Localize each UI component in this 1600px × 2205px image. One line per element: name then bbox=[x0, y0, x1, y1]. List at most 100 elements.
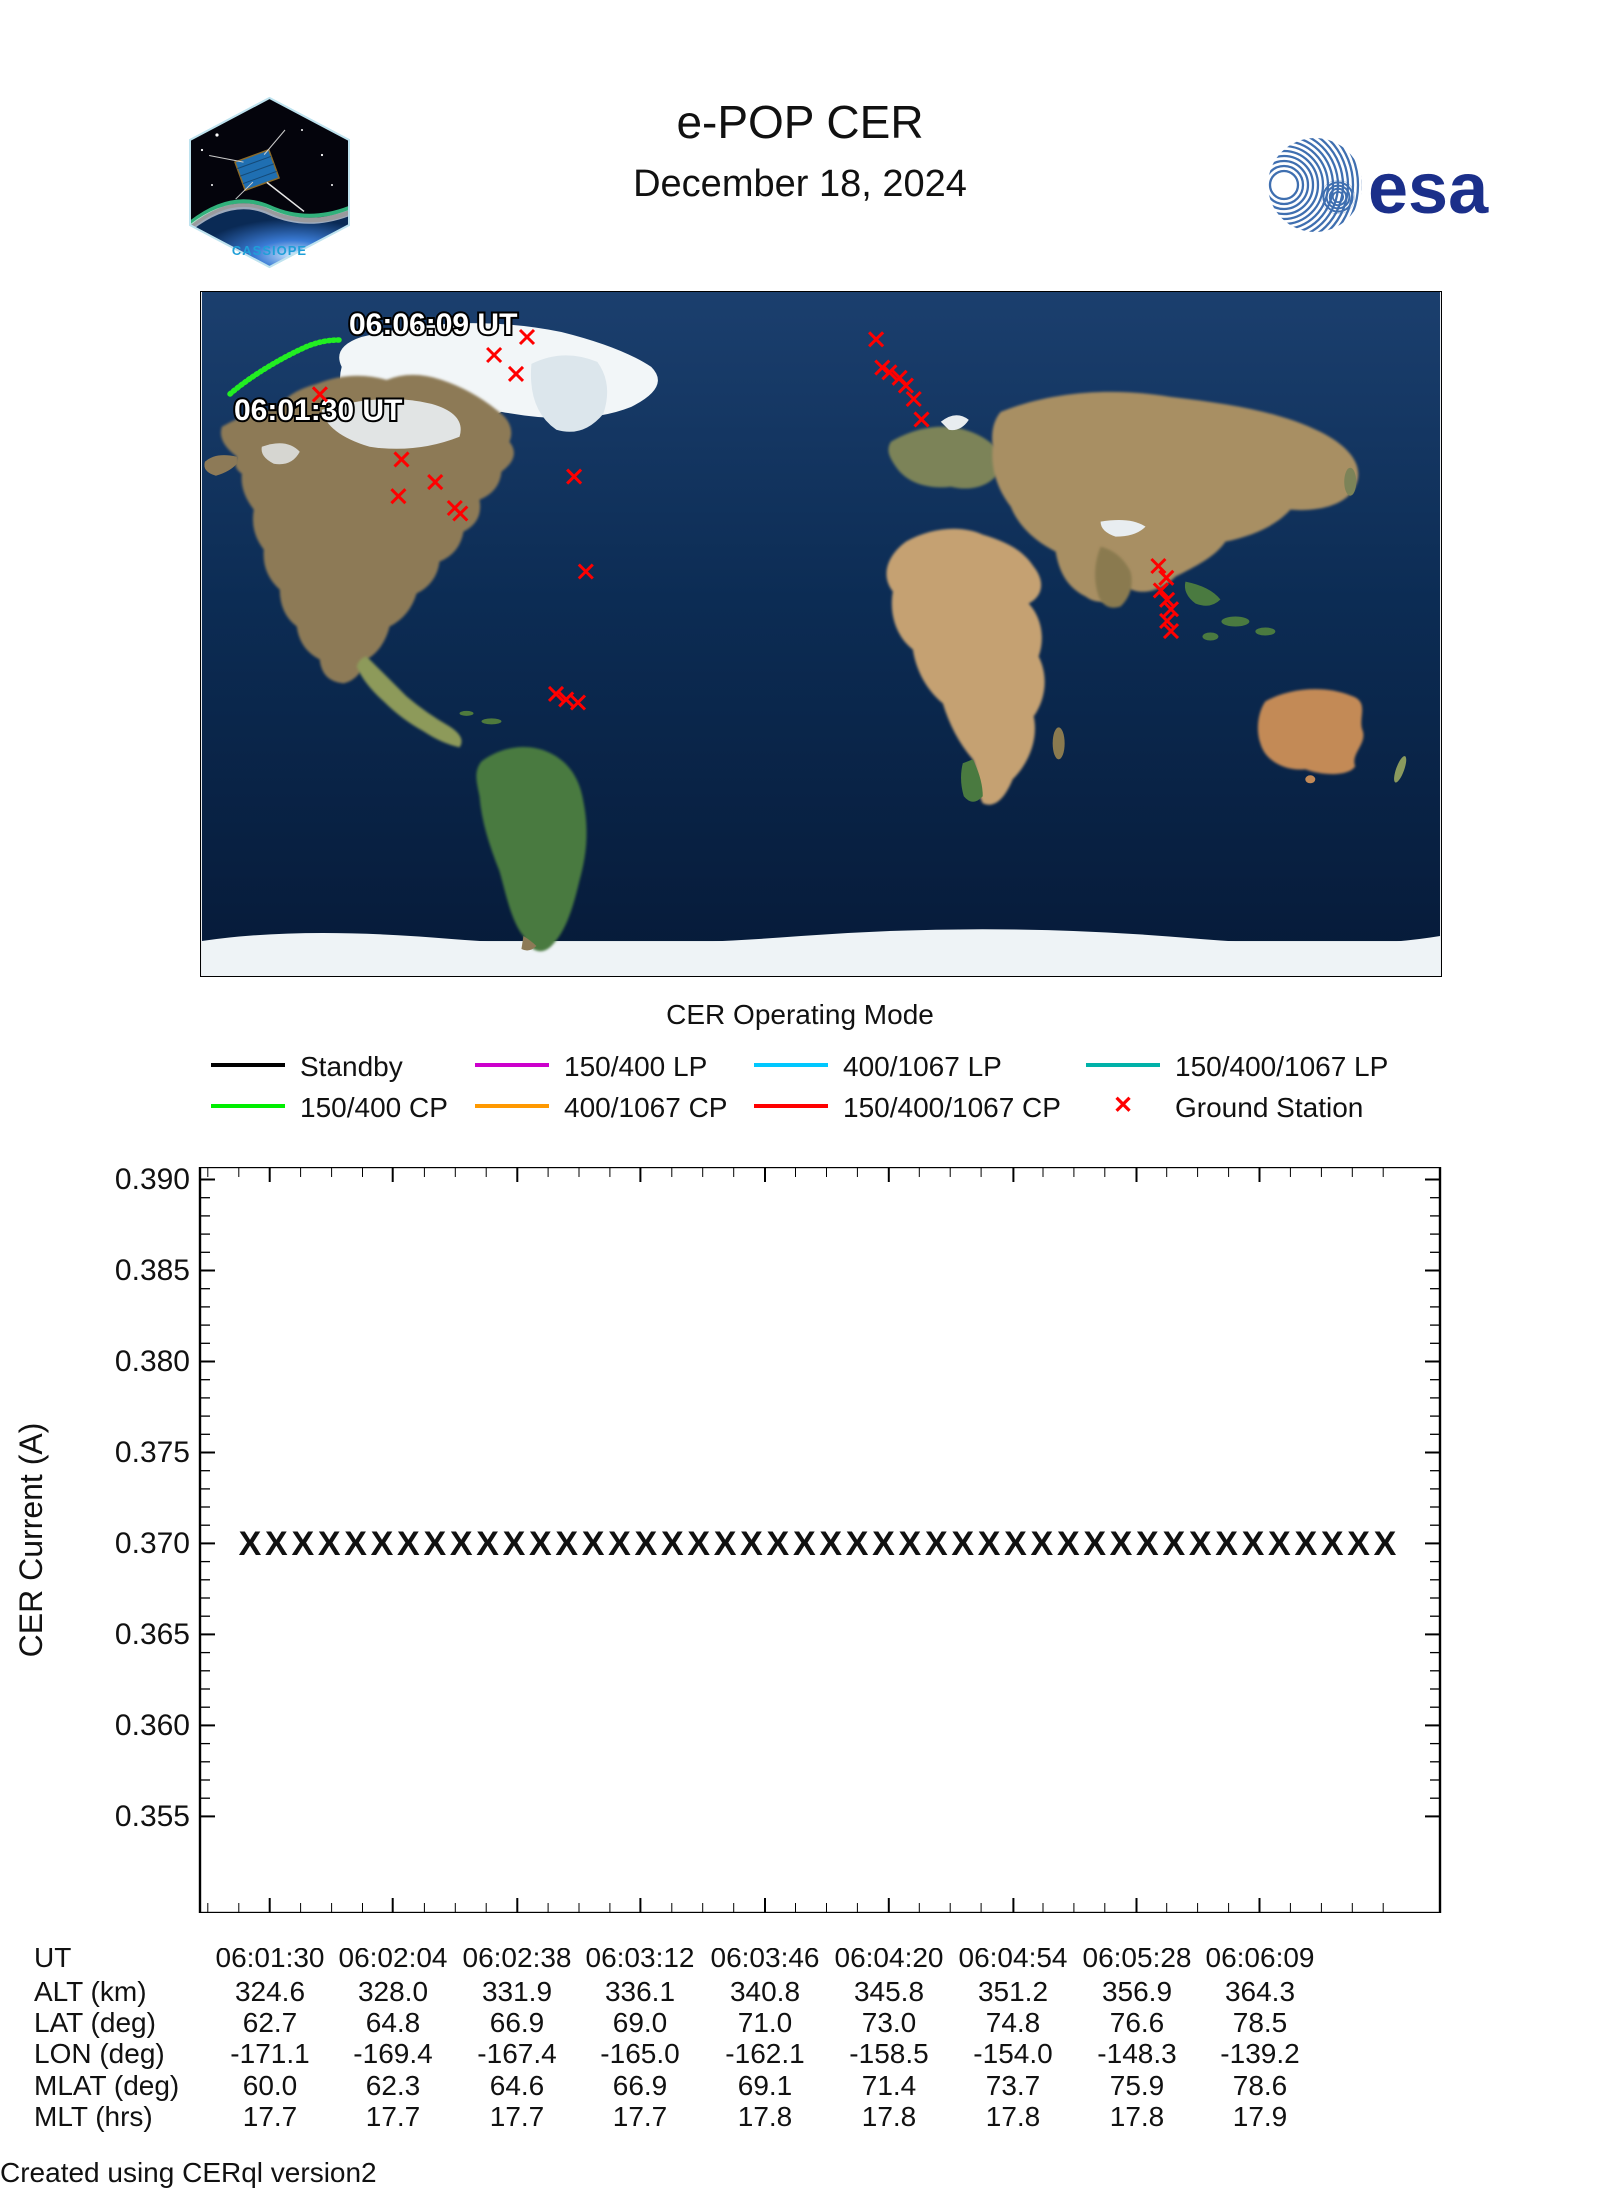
svg-text:X: X bbox=[1268, 1525, 1291, 1563]
svg-text:X: X bbox=[951, 1525, 974, 1563]
svg-text:06:04:54: 06:04:54 bbox=[959, 1948, 1068, 1973]
svg-text:17.8: 17.8 bbox=[1110, 2101, 1165, 2132]
svg-text:06:01:30: 06:01:30 bbox=[216, 1948, 325, 1973]
svg-text:-167.4: -167.4 bbox=[477, 2038, 556, 2069]
svg-text:06:03:46: 06:03:46 bbox=[711, 1948, 820, 1973]
svg-text:X: X bbox=[1189, 1525, 1212, 1563]
svg-text:06:05:28: 06:05:28 bbox=[1083, 1948, 1192, 1973]
svg-text:MLAT (deg): MLAT (deg) bbox=[34, 2070, 179, 2101]
svg-text:17.7: 17.7 bbox=[366, 2101, 421, 2132]
svg-text:X: X bbox=[1083, 1525, 1106, 1563]
svg-text:CER Current (A): CER Current (A) bbox=[13, 1423, 49, 1658]
svg-text:0.390: 0.390 bbox=[115, 1167, 190, 1196]
svg-text:336.1: 336.1 bbox=[605, 1976, 675, 2007]
svg-text:X: X bbox=[846, 1525, 869, 1563]
svg-text:06:02:04: 06:02:04 bbox=[339, 1948, 448, 1973]
svg-text:X: X bbox=[1136, 1525, 1159, 1563]
svg-text:340.8: 340.8 bbox=[730, 1976, 800, 2007]
svg-text:X: X bbox=[740, 1525, 763, 1563]
svg-text:0.355: 0.355 bbox=[115, 1800, 190, 1833]
svg-text:X: X bbox=[714, 1525, 737, 1563]
svg-text:-148.3: -148.3 bbox=[1097, 2038, 1176, 2069]
svg-text:06:04:20: 06:04:20 bbox=[835, 1948, 944, 1973]
svg-text:X: X bbox=[371, 1525, 394, 1563]
svg-text:17.7: 17.7 bbox=[490, 2101, 545, 2132]
svg-text:-165.0: -165.0 bbox=[600, 2038, 679, 2069]
svg-text:73.7: 73.7 bbox=[986, 2070, 1041, 2101]
svg-text:X: X bbox=[1347, 1525, 1370, 1563]
svg-text:X: X bbox=[608, 1525, 631, 1563]
svg-text:UT: UT bbox=[34, 1948, 71, 1973]
svg-text:X: X bbox=[1031, 1525, 1054, 1563]
svg-text:CASSIOPE: CASSIOPE bbox=[232, 243, 307, 258]
svg-text:06:06:09: 06:06:09 bbox=[1206, 1948, 1315, 1973]
svg-text:-139.2: -139.2 bbox=[1220, 2038, 1299, 2069]
svg-text:X: X bbox=[925, 1525, 948, 1563]
svg-text:71.0: 71.0 bbox=[738, 2007, 793, 2038]
svg-text:X: X bbox=[793, 1525, 816, 1563]
svg-text:LON (deg): LON (deg) bbox=[34, 2038, 165, 2069]
svg-text:MLT (hrs): MLT (hrs) bbox=[34, 2101, 153, 2132]
svg-text:-169.4: -169.4 bbox=[353, 2038, 432, 2069]
svg-text:X: X bbox=[318, 1525, 341, 1563]
svg-text:X: X bbox=[555, 1525, 578, 1563]
svg-text:17.8: 17.8 bbox=[986, 2101, 1041, 2132]
svg-text:Created using CERql version2: Created using CERql version2 bbox=[0, 2157, 377, 2188]
svg-text:X: X bbox=[239, 1525, 262, 1563]
svg-text:-162.1: -162.1 bbox=[725, 2038, 804, 2069]
svg-text:X: X bbox=[1242, 1525, 1265, 1563]
svg-text:74.8: 74.8 bbox=[986, 2007, 1041, 2038]
svg-text:60.0: 60.0 bbox=[243, 2070, 298, 2101]
svg-text:0.365: 0.365 bbox=[115, 1618, 190, 1651]
svg-text:X: X bbox=[1004, 1525, 1027, 1563]
svg-text:17.9: 17.9 bbox=[1233, 2101, 1288, 2132]
svg-text:75.9: 75.9 bbox=[1110, 2070, 1165, 2101]
svg-text:76.6: 76.6 bbox=[1110, 2007, 1165, 2038]
svg-text:345.8: 345.8 bbox=[854, 1976, 924, 2007]
svg-text:324.6: 324.6 bbox=[235, 1976, 305, 2007]
svg-text:X: X bbox=[1162, 1525, 1185, 1563]
svg-text:X: X bbox=[265, 1525, 288, 1563]
svg-text:66.9: 66.9 bbox=[613, 2070, 668, 2101]
svg-text:06:02:38: 06:02:38 bbox=[463, 1948, 572, 1973]
svg-text:X: X bbox=[529, 1525, 552, 1563]
svg-text:331.9: 331.9 bbox=[482, 1976, 552, 2007]
svg-text:351.2: 351.2 bbox=[978, 1976, 1048, 2007]
svg-text:17.7: 17.7 bbox=[613, 2101, 668, 2132]
svg-text:64.8: 64.8 bbox=[366, 2007, 421, 2038]
svg-text:X: X bbox=[1321, 1525, 1344, 1563]
svg-text:X: X bbox=[661, 1525, 684, 1563]
svg-text:X: X bbox=[1057, 1525, 1080, 1563]
svg-text:X: X bbox=[1110, 1525, 1133, 1563]
svg-text:X: X bbox=[1294, 1525, 1317, 1563]
svg-text:X: X bbox=[450, 1525, 473, 1563]
svg-text:X: X bbox=[635, 1525, 658, 1563]
svg-text:-171.1: -171.1 bbox=[230, 2038, 309, 2069]
svg-text:X: X bbox=[503, 1525, 526, 1563]
svg-text:356.9: 356.9 bbox=[1102, 1976, 1172, 2007]
svg-text:X: X bbox=[1215, 1525, 1238, 1563]
svg-text:62.3: 62.3 bbox=[366, 2070, 421, 2101]
svg-text:LAT (deg): LAT (deg) bbox=[34, 2007, 156, 2038]
svg-text:62.7: 62.7 bbox=[243, 2007, 298, 2038]
svg-text:X: X bbox=[1374, 1525, 1397, 1563]
svg-text:ALT (km): ALT (km) bbox=[34, 1976, 147, 2007]
svg-text:78.6: 78.6 bbox=[1233, 2070, 1288, 2101]
svg-text:X: X bbox=[872, 1525, 895, 1563]
svg-text:-158.5: -158.5 bbox=[849, 2038, 928, 2069]
svg-text:X: X bbox=[397, 1525, 420, 1563]
svg-text:328.0: 328.0 bbox=[358, 1976, 428, 2007]
svg-text:X: X bbox=[687, 1525, 710, 1563]
svg-text:364.3: 364.3 bbox=[1225, 1976, 1295, 2007]
svg-text:69.1: 69.1 bbox=[738, 2070, 793, 2101]
svg-text:X: X bbox=[978, 1525, 1001, 1563]
svg-text:17.7: 17.7 bbox=[243, 2101, 298, 2132]
svg-text:17.8: 17.8 bbox=[738, 2101, 793, 2132]
svg-text:17.8: 17.8 bbox=[862, 2101, 917, 2132]
svg-text:0.360: 0.360 bbox=[115, 1709, 190, 1742]
svg-text:esa: esa bbox=[1368, 149, 1489, 229]
svg-text:73.0: 73.0 bbox=[862, 2007, 917, 2038]
svg-text:X: X bbox=[476, 1525, 499, 1563]
svg-text:0.370: 0.370 bbox=[115, 1527, 190, 1560]
svg-text:69.0: 69.0 bbox=[613, 2007, 668, 2038]
